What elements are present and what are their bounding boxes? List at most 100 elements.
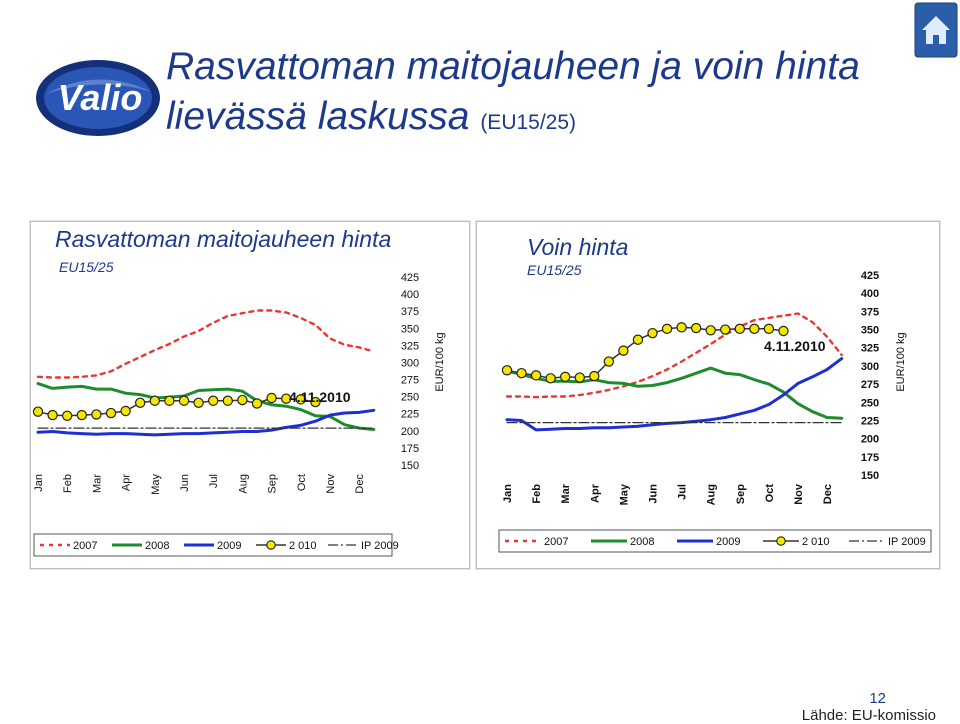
series-point-2010 (149, 395, 161, 406)
home-button[interactable] (914, 2, 958, 58)
series-point-2010 (266, 392, 277, 404)
x-tick-label: Mar (560, 483, 572, 503)
x-tick-label: Nov (325, 474, 337, 494)
series-point-2010 (647, 327, 658, 339)
legend-label: 2008 (145, 540, 169, 552)
series-line-2008 (505, 366, 844, 420)
series-point-2010 (749, 323, 760, 335)
series-point-2010 (295, 394, 306, 405)
page-title-sub: (EU15/25) (480, 111, 577, 134)
x-tick-label: Oct (764, 484, 776, 503)
page-number: 12 (869, 690, 886, 707)
x-tick-label: Feb (531, 484, 543, 504)
series-point-2010 (134, 397, 146, 408)
x-tick-label: Feb (62, 474, 74, 493)
legend-label: 2008 (630, 536, 654, 548)
series-line-2007 (36, 309, 375, 379)
series-point-2010 (530, 370, 542, 381)
page-title-line2: lievässä laskussa (166, 95, 470, 138)
page-title-line1: Rasvattoman maitojauheen ja voin hinta (166, 45, 860, 88)
series-point-2010 (676, 322, 687, 333)
y-tick-label: 250 (861, 397, 879, 409)
y-tick-label: 150 (861, 470, 879, 482)
series-point-2010 (574, 372, 585, 383)
y-tick-label: 200 (861, 434, 879, 446)
y-tick-label: 350 (861, 325, 879, 337)
series-point-2010 (559, 371, 571, 383)
series-line-2009 (36, 408, 376, 437)
butter-chart: 425 400 375 350 325 300 275 250 225 200 175 150 EUR/… (498, 270, 932, 553)
series-point-2010 (178, 395, 190, 406)
series-point-2010 (91, 409, 102, 420)
series-point-2010 (516, 367, 527, 379)
x-tick-label: Oct (296, 474, 308, 491)
legend-label: 2009 (217, 540, 241, 552)
series-line-2009 (505, 357, 844, 432)
y-tick-label: 275 (401, 375, 419, 387)
y-tick-label: 200 (401, 426, 419, 438)
series-point-2010 (632, 334, 644, 345)
y-tick-label: 375 (861, 306, 879, 318)
series-point-2010 (618, 345, 629, 356)
series-point-2010 (32, 406, 44, 417)
legend-marker (266, 540, 276, 550)
series-point-2010 (105, 407, 117, 419)
x-tick-label: Aug (706, 484, 718, 505)
y-tick-label: 400 (401, 289, 419, 301)
x-tick-label: Mar (91, 474, 103, 493)
annotation-date: 4.11.2010 (764, 338, 826, 354)
x-tick-label: Jul (677, 484, 689, 500)
series-point-2010 (661, 323, 673, 335)
series-point-2010 (76, 409, 88, 421)
y-tick-label: 375 (401, 306, 419, 318)
annotation-date: 4.11.2010 (289, 389, 351, 405)
y-axis-label: EUR/100 kg (434, 332, 446, 391)
home-icon (914, 2, 958, 58)
series-point-2010 (705, 325, 716, 336)
chart-subtitle: EU15/25 (59, 259, 114, 275)
series-point-2010 (589, 370, 600, 382)
series-point-2010 (280, 393, 292, 404)
y-tick-label: 175 (861, 452, 879, 464)
x-tick-label: Dec (822, 484, 834, 504)
legend-label: 2 010 (802, 536, 830, 548)
series-line-2007 (505, 312, 843, 399)
page-title: Rasvattoman maitojauheen ja voin hinta l… (166, 42, 860, 148)
x-tick-label: Dec (354, 474, 366, 494)
series-line-2-010 (506, 326, 785, 380)
legend-label: 2 010 (289, 540, 317, 552)
y-tick-label: 350 (401, 323, 419, 335)
y-tick-label: 300 (861, 361, 879, 373)
x-tick-label: Apr (121, 474, 133, 491)
y-tick-label: 225 (401, 409, 419, 421)
series-point-2010 (501, 365, 513, 376)
series-point-2010 (237, 394, 248, 406)
x-tick-label: Sep (267, 474, 279, 494)
x-tick-label: Jul (208, 474, 220, 488)
series-point-2010 (778, 325, 789, 337)
x-tick-label: Apr (589, 483, 601, 503)
series-point-2010 (690, 322, 702, 334)
series-point-2010 (251, 398, 263, 409)
series-point-2010 (47, 409, 58, 421)
legend-marker (776, 536, 786, 546)
chart-subtitle: EU15/25 (527, 262, 582, 278)
series-point-2010 (164, 395, 175, 406)
x-tick-label: Sep (735, 484, 747, 504)
y-tick-label: 400 (861, 288, 879, 300)
series-point-2010 (763, 323, 775, 335)
series-point-2010 (207, 395, 219, 406)
series-point-2010 (734, 323, 745, 335)
y-tick-label: 425 (401, 272, 419, 284)
chart-title: Voin hinta (527, 234, 629, 260)
series-point-2010 (720, 324, 731, 335)
chart-panel-butter: Voin hinta EU15/25 425 400 375 350 325 300 275… (476, 221, 940, 569)
x-tick-label: May (618, 483, 630, 505)
x-tick-label: Jan (502, 484, 514, 503)
legend-label: 2007 (544, 536, 568, 548)
chart-title: Rasvattoman maitojauheen hinta (55, 226, 392, 252)
series-point-2010 (62, 410, 73, 421)
y-axis-label: EUR/100 kg (895, 332, 907, 391)
y-tick-label: 150 (401, 460, 419, 472)
x-tick-label: Jun (648, 484, 660, 504)
